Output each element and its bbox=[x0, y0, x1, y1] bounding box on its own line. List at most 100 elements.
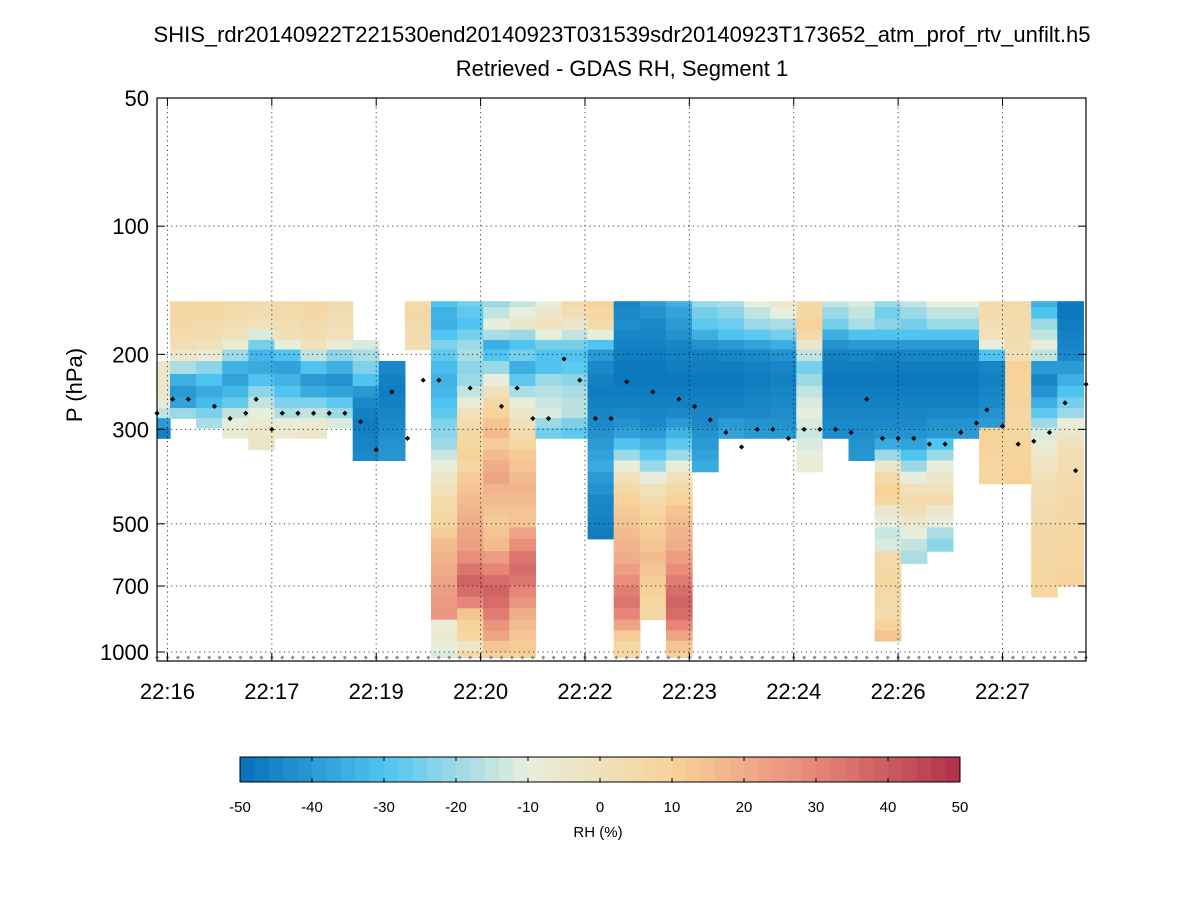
heatmap-cell bbox=[848, 301, 876, 308]
colorbar-swatches bbox=[240, 757, 961, 782]
heatmap-cell bbox=[665, 329, 693, 341]
x-tick-label: 22:17 bbox=[244, 679, 299, 704]
heatmap-cell bbox=[639, 538, 667, 552]
heatmap-cell bbox=[926, 339, 954, 351]
heatmap-cell bbox=[457, 471, 484, 485]
heatmap-cell bbox=[848, 339, 876, 351]
heatmap-cell bbox=[744, 307, 771, 320]
heatmap-cell bbox=[404, 329, 432, 341]
heatmap-cell bbox=[979, 361, 1006, 375]
heatmap-cell bbox=[457, 640, 484, 653]
heatmap-cell bbox=[509, 551, 536, 564]
x-tick-label: 22:26 bbox=[871, 679, 926, 704]
x-tick-label: 22:27 bbox=[975, 679, 1030, 704]
heatmap-cell bbox=[457, 527, 484, 540]
heatmap-cell bbox=[457, 427, 484, 439]
heatmap-cell bbox=[796, 386, 823, 398]
heatmap-cell bbox=[744, 349, 771, 362]
heatmap-cell bbox=[900, 460, 928, 473]
colorbar-swatch bbox=[340, 757, 356, 782]
heatmap-cell bbox=[1031, 408, 1058, 419]
surface-marker bbox=[948, 655, 953, 660]
heatmap-cell bbox=[665, 318, 693, 331]
heatmap-cell bbox=[1057, 397, 1084, 409]
y-tick-label: 1000 bbox=[100, 640, 149, 665]
heatmap-cell bbox=[378, 361, 406, 375]
heatmap-cell bbox=[692, 449, 719, 461]
heatmap-cell bbox=[483, 408, 510, 419]
heatmap-cell bbox=[848, 449, 876, 461]
heatmap-cell bbox=[796, 374, 823, 387]
heatmap-cell bbox=[613, 339, 641, 351]
heatmap-cell bbox=[613, 563, 641, 576]
colorbar-swatch bbox=[412, 757, 428, 782]
heatmap-cell bbox=[457, 307, 484, 320]
heatmap-cell bbox=[274, 301, 302, 308]
heatmap-cell bbox=[874, 386, 902, 398]
heatmap-cell bbox=[639, 460, 667, 473]
heatmap-cell bbox=[535, 427, 563, 439]
tropopause-marker bbox=[373, 447, 379, 453]
heatmap-cell bbox=[1005, 408, 1032, 419]
surface-marker bbox=[927, 655, 932, 660]
heatmap-cell bbox=[692, 349, 719, 362]
surface-marker bbox=[656, 655, 661, 660]
heatmap-cell bbox=[509, 349, 536, 362]
surface-marker bbox=[301, 655, 306, 660]
heatmap-cell bbox=[326, 408, 354, 419]
heatmap-cell bbox=[822, 361, 850, 375]
heatmap-cell bbox=[770, 408, 797, 419]
surface-marker bbox=[436, 655, 441, 660]
heatmap-cell bbox=[926, 505, 954, 517]
heatmap-cell bbox=[196, 349, 223, 362]
heatmap-cell bbox=[926, 460, 954, 473]
surface-marker bbox=[196, 655, 201, 660]
heatmap-cell bbox=[613, 494, 641, 506]
surface-marker bbox=[697, 655, 702, 660]
heatmap-cell bbox=[1031, 307, 1058, 320]
heatmap-cell bbox=[1005, 418, 1032, 429]
heatmap-cell bbox=[457, 538, 484, 552]
colorbar-swatch bbox=[614, 757, 630, 782]
tropopause-marker bbox=[1015, 441, 1021, 447]
heatmap-cell bbox=[744, 301, 771, 308]
heatmap-cell bbox=[613, 438, 641, 451]
heatmap-cell bbox=[431, 318, 458, 331]
heatmap-cell bbox=[483, 361, 510, 375]
surface-marker bbox=[666, 655, 671, 660]
heatmap-cell bbox=[822, 427, 850, 439]
heatmap-cell bbox=[770, 339, 797, 351]
heatmap-cell bbox=[1031, 460, 1058, 473]
heatmap-cell bbox=[170, 397, 197, 409]
heatmap-cell bbox=[665, 563, 693, 576]
heatmap-cell bbox=[665, 575, 693, 587]
heatmap-cell bbox=[1031, 494, 1058, 506]
surface-marker bbox=[186, 655, 191, 660]
heatmap-cell bbox=[431, 483, 458, 496]
heatmap-cell bbox=[900, 516, 928, 528]
heatmap-cell bbox=[979, 374, 1006, 387]
heatmap-cell bbox=[248, 397, 275, 409]
surface-marker bbox=[259, 655, 264, 660]
heatmap-cell bbox=[1057, 438, 1084, 451]
heatmap-cell bbox=[874, 527, 902, 540]
heatmap-cell bbox=[274, 339, 302, 351]
heatmap-cell bbox=[665, 361, 693, 375]
heatmap-cells bbox=[157, 301, 1084, 658]
heatmap-cell bbox=[457, 361, 484, 375]
heatmap-cell bbox=[248, 329, 275, 341]
heatmap-cell bbox=[692, 460, 719, 473]
surface-marker bbox=[603, 655, 608, 660]
heatmap-cell bbox=[744, 427, 771, 439]
heatmap-cell bbox=[248, 318, 275, 331]
heatmap-cell bbox=[718, 374, 745, 387]
heatmap-cell bbox=[300, 361, 328, 375]
tropopause-marker bbox=[723, 429, 729, 435]
heatmap-cell bbox=[692, 418, 719, 429]
heatmap-cell bbox=[639, 418, 667, 429]
tropopause-marker bbox=[269, 426, 275, 432]
surface-marker bbox=[729, 655, 734, 660]
colorbar-swatch bbox=[700, 757, 716, 782]
heatmap-cell bbox=[457, 418, 484, 429]
heatmap-cell bbox=[457, 374, 484, 387]
